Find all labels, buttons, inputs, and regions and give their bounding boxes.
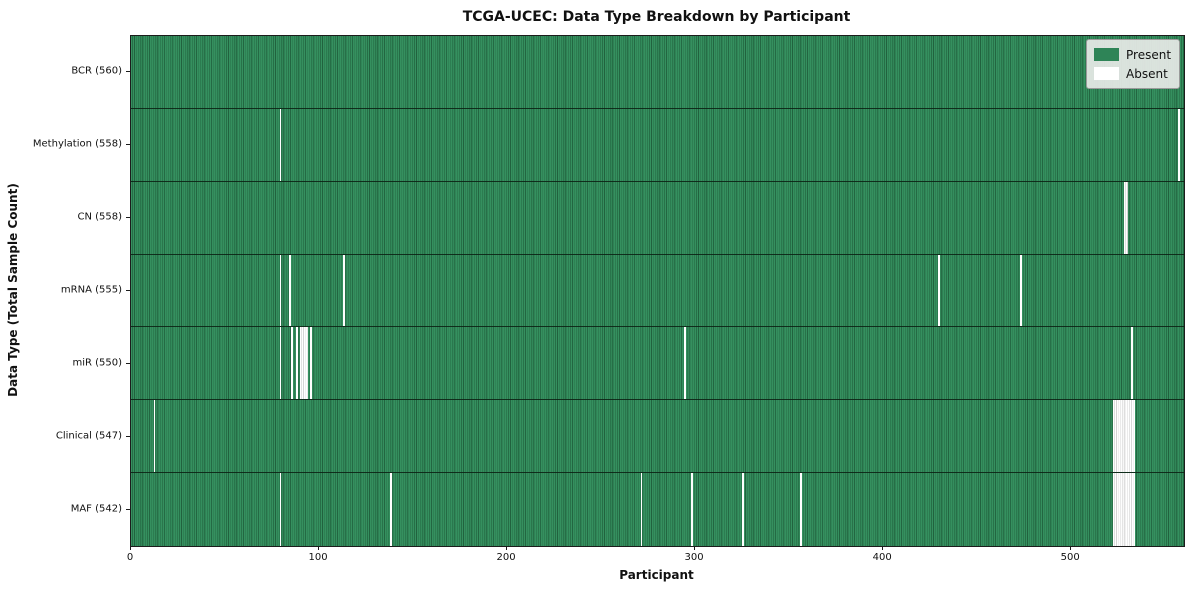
heatmap-row-cn: [131, 181, 1184, 255]
y-tick-mark: [126, 217, 130, 219]
y-tick-mark: [126, 362, 130, 364]
absent-bar: [742, 473, 744, 546]
legend-entry-present: Present: [1094, 45, 1172, 64]
heatmap-row-maf: [131, 473, 1184, 546]
y-tick-label-clinical: Clinical (547): [55, 430, 122, 442]
y-tick-label-mir: miR (550): [72, 357, 122, 369]
absent-bar: [343, 254, 346, 327]
heatmap-plot-area: [130, 35, 1185, 547]
y-tick-mark: [126, 71, 130, 73]
absent-bar: [279, 473, 282, 546]
absent-bar: [683, 327, 686, 400]
absent-bar: [1123, 181, 1128, 254]
absent-bar: [1112, 400, 1136, 473]
absent-bar: [300, 327, 308, 400]
absent-bar: [1112, 473, 1136, 546]
absent-bar: [640, 473, 643, 546]
absent-bar: [279, 108, 282, 181]
absent-bar: [800, 473, 803, 546]
x-tick-mark: [318, 546, 320, 550]
absent-bar: [937, 254, 940, 327]
y-tick-mark: [126, 435, 130, 437]
y-tick-mark: [126, 290, 130, 291]
x-tick-label: 100: [308, 552, 328, 563]
x-tick-mark: [694, 546, 696, 550]
absent-bar: [1178, 108, 1181, 181]
heatmap-row-methylation: [131, 108, 1184, 182]
x-tick-mark: [130, 546, 131, 550]
y-tick-label-bcr: BCR (560): [71, 65, 122, 77]
y-tick-label-mrna: mRNA (555): [60, 284, 122, 296]
absent-bar: [279, 254, 282, 327]
page-title: TCGA-UCEC: Data Type Breakdown by Partic…: [462, 9, 851, 25]
absent-bar: [290, 327, 293, 400]
heatmap-row-mir: [131, 327, 1184, 401]
heatmap-row-bcr: [131, 36, 1184, 109]
absent-bar: [1020, 254, 1023, 327]
absent-bar: [691, 473, 694, 546]
legend-swatch-present: [1094, 48, 1119, 61]
legend-entry-absent: Absent: [1094, 64, 1172, 83]
x-tick-mark: [1070, 546, 1072, 550]
absent-bar: [153, 400, 156, 473]
x-tick-mark: [506, 546, 508, 550]
y-tick-label-methylation: Methylation (558): [32, 138, 122, 150]
x-tick-label: 400: [872, 552, 892, 563]
y-tick-label-maf: MAF (542): [70, 503, 122, 515]
legend-swatch-absent: [1094, 67, 1119, 80]
absent-bar: [296, 327, 299, 400]
absent-bar: [288, 254, 291, 327]
y-axis-label: Data Type (Total Sample Count): [6, 183, 20, 397]
legend-label-present: Present: [1126, 47, 1172, 62]
x-axis-label: Participant: [619, 568, 694, 582]
x-tick-label: 0: [126, 552, 134, 563]
heatmap-row-clinical: [131, 400, 1184, 474]
x-tick-mark: [882, 546, 884, 550]
legend: Present Absent: [1086, 39, 1180, 89]
legend-label-absent: Absent: [1126, 66, 1168, 81]
absent-bar: [1131, 327, 1134, 400]
heatmap-row-mrna: [131, 254, 1184, 328]
absent-bar: [390, 473, 393, 546]
x-tick-label: 500: [1060, 552, 1080, 563]
y-tick-mark: [126, 508, 130, 510]
absent-bar: [309, 327, 312, 400]
absent-bar: [279, 327, 282, 400]
y-tick-label-cn: CN (558): [77, 211, 122, 223]
y-tick-mark: [126, 144, 130, 146]
x-tick-label: 200: [496, 552, 516, 563]
x-tick-label: 300: [684, 552, 704, 563]
